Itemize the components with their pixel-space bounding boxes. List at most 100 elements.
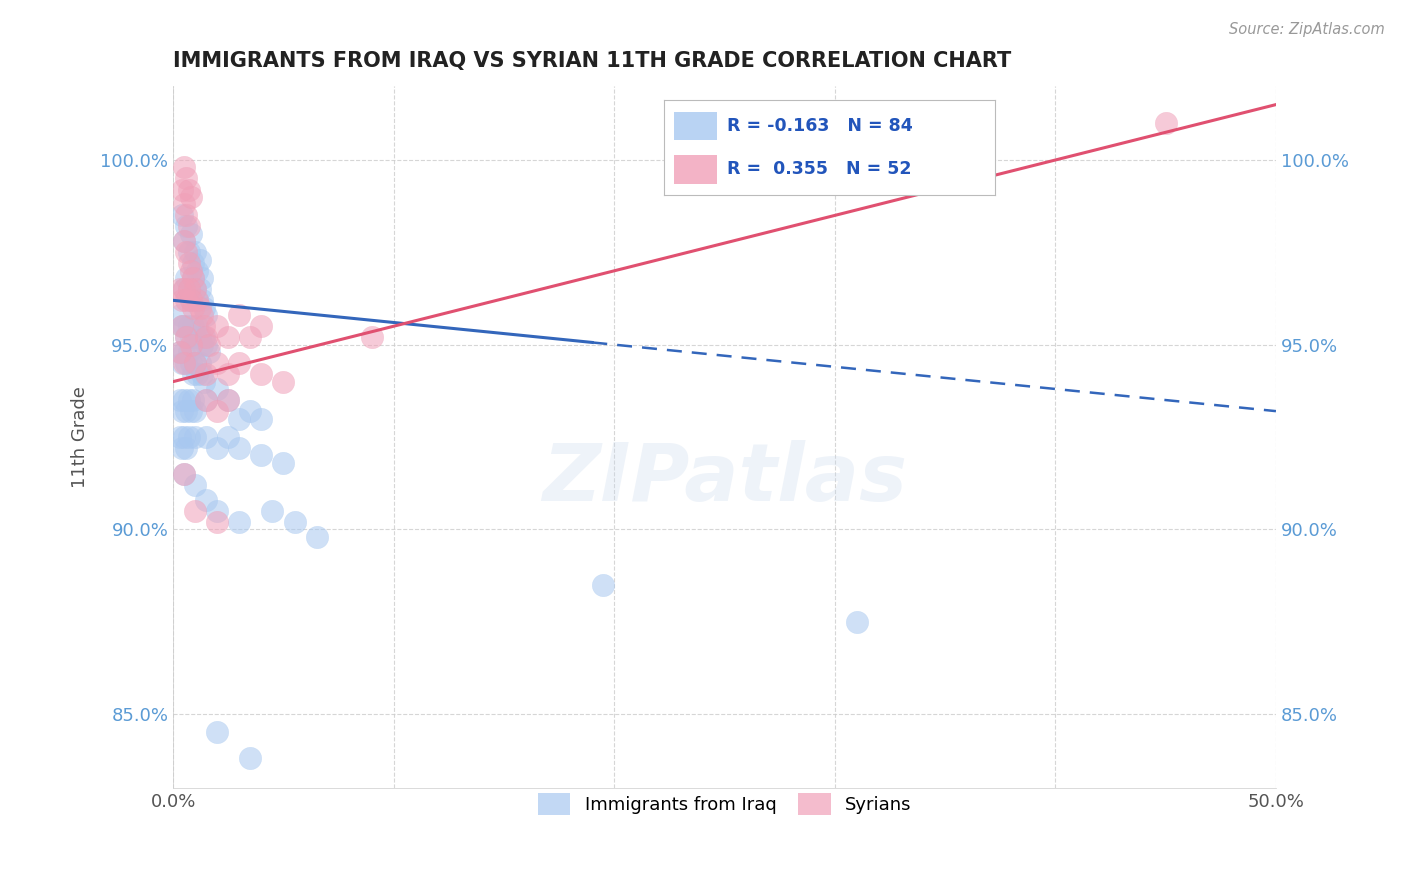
Point bbox=[207, 515, 229, 529]
Point bbox=[170, 293, 193, 308]
Point bbox=[184, 430, 207, 444]
Point bbox=[188, 301, 211, 315]
Point bbox=[186, 264, 208, 278]
Point bbox=[181, 392, 204, 407]
Point bbox=[176, 404, 198, 418]
Point bbox=[169, 308, 191, 322]
Point bbox=[170, 182, 193, 196]
Point bbox=[173, 282, 195, 296]
Point bbox=[177, 256, 200, 270]
Point bbox=[193, 330, 215, 344]
Point bbox=[188, 356, 211, 370]
Point bbox=[217, 368, 239, 382]
Point bbox=[262, 504, 284, 518]
Point bbox=[173, 345, 195, 359]
Point bbox=[176, 330, 198, 344]
Point bbox=[193, 301, 215, 315]
Point bbox=[184, 330, 207, 344]
Point bbox=[176, 245, 198, 260]
Point bbox=[188, 282, 211, 296]
Point bbox=[173, 197, 195, 211]
Point bbox=[195, 392, 218, 407]
Point bbox=[239, 330, 262, 344]
Point bbox=[207, 356, 229, 370]
Point bbox=[176, 330, 198, 344]
Point bbox=[186, 319, 208, 334]
Point bbox=[305, 530, 328, 544]
Point bbox=[228, 411, 250, 425]
Point bbox=[181, 368, 204, 382]
Point bbox=[176, 171, 198, 186]
Point bbox=[176, 441, 198, 455]
Point bbox=[207, 404, 229, 418]
Point bbox=[207, 504, 229, 518]
Point bbox=[186, 368, 208, 382]
Point bbox=[177, 345, 200, 359]
Point bbox=[173, 467, 195, 481]
Point bbox=[170, 404, 193, 418]
Point bbox=[170, 319, 193, 334]
Point bbox=[195, 308, 218, 322]
Point bbox=[180, 356, 202, 370]
Point bbox=[184, 245, 207, 260]
Point bbox=[250, 368, 273, 382]
Point bbox=[188, 252, 211, 267]
Point bbox=[177, 430, 200, 444]
Point bbox=[228, 356, 250, 370]
Point bbox=[195, 330, 218, 344]
Point bbox=[176, 271, 198, 285]
Point bbox=[207, 319, 229, 334]
Y-axis label: 11th Grade: 11th Grade bbox=[72, 386, 89, 488]
Point bbox=[180, 404, 202, 418]
Point bbox=[177, 282, 200, 296]
Text: IMMIGRANTS FROM IRAQ VS SYRIAN 11TH GRADE CORRELATION CHART: IMMIGRANTS FROM IRAQ VS SYRIAN 11TH GRAD… bbox=[173, 51, 1011, 70]
Point bbox=[169, 430, 191, 444]
Point bbox=[180, 227, 202, 241]
Point bbox=[173, 356, 195, 370]
Point bbox=[195, 337, 218, 351]
Point bbox=[195, 430, 218, 444]
Point bbox=[173, 234, 195, 248]
Point bbox=[177, 182, 200, 196]
Point bbox=[186, 293, 208, 308]
Point bbox=[184, 504, 207, 518]
Point bbox=[195, 492, 218, 507]
Point bbox=[197, 345, 219, 359]
Point bbox=[217, 330, 239, 344]
Point bbox=[195, 368, 218, 382]
Point bbox=[181, 319, 204, 334]
Point bbox=[173, 234, 195, 248]
Point bbox=[193, 375, 215, 389]
Point bbox=[184, 478, 207, 492]
Point bbox=[186, 293, 208, 308]
Point bbox=[188, 330, 211, 344]
Point bbox=[169, 345, 191, 359]
Point bbox=[193, 319, 215, 334]
Point bbox=[173, 392, 195, 407]
Point bbox=[177, 245, 200, 260]
Point bbox=[228, 441, 250, 455]
Point bbox=[191, 271, 214, 285]
Point bbox=[170, 208, 193, 222]
Point bbox=[360, 330, 382, 344]
Point bbox=[250, 411, 273, 425]
Point bbox=[184, 356, 207, 370]
Point bbox=[195, 392, 218, 407]
Point bbox=[1154, 116, 1177, 130]
Point bbox=[169, 392, 191, 407]
Point bbox=[228, 308, 250, 322]
Point bbox=[184, 282, 207, 296]
Point bbox=[181, 271, 204, 285]
Point bbox=[181, 271, 204, 285]
Point bbox=[176, 293, 198, 308]
Point bbox=[176, 208, 198, 222]
Point bbox=[176, 219, 198, 234]
Point bbox=[169, 282, 191, 296]
Point bbox=[184, 356, 207, 370]
Point bbox=[217, 392, 239, 407]
Point bbox=[180, 330, 202, 344]
Point bbox=[217, 430, 239, 444]
Point bbox=[239, 751, 262, 765]
Point bbox=[250, 449, 273, 463]
Point bbox=[177, 219, 200, 234]
